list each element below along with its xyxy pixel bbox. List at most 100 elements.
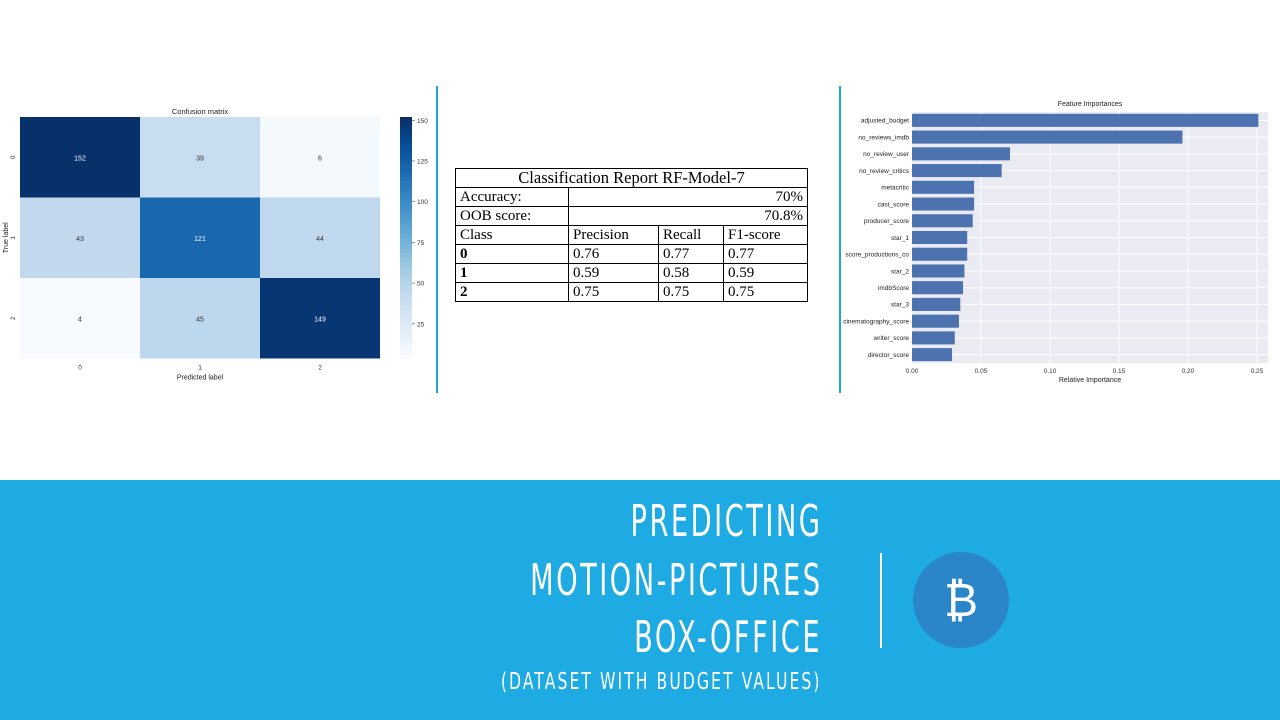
heatmap-cell [20, 278, 140, 359]
colorbar-segment [400, 117, 412, 122]
colorbar-tick-label: 75 [417, 240, 425, 247]
title-line-1: PREDICTING [630, 496, 822, 547]
colorbar-segment [400, 189, 412, 194]
colorbar-segment [400, 177, 412, 182]
title-subtitle: (DATASET WITH BUDGET VALUES) [501, 669, 822, 695]
y-tick-label: 2 [10, 316, 17, 320]
colorbar-segment [400, 229, 412, 235]
heatmap-cell [260, 117, 380, 198]
report-title: Classification Report RF-Model-7 [455, 168, 808, 188]
colorbar-segment [400, 125, 412, 130]
x-tick-label: 0 [78, 365, 82, 372]
colorbar-segment [400, 193, 412, 198]
bar [912, 247, 968, 261]
colorbar-segment [400, 261, 412, 267]
feature-importances-chart: 0.00 0.05 0.10 0.15 0.20 0.25 adjusted_budgetn… [843, 101, 1268, 384]
x-tick-label: 0.10 [1044, 368, 1057, 375]
y-tick-label: star_1 [891, 235, 909, 242]
colorbar-segment [400, 313, 412, 319]
colorbar-segment [400, 277, 412, 283]
y-tick-label: star_2 [891, 268, 909, 275]
x-tick-label: 2 [318, 365, 322, 372]
report-cell: 0.75 [658, 282, 724, 302]
colorbar-segment [400, 269, 412, 275]
y-tick-label: director_score [868, 352, 910, 359]
colorbar-segment [400, 285, 412, 291]
col-recall: Recall [658, 225, 724, 245]
colorbar-tick-label: 100 [417, 199, 428, 206]
report-header-row: Class Precision Recall F1-score [455, 225, 808, 245]
bar [912, 348, 953, 362]
colorbar-segment [400, 129, 412, 134]
colorbar-segment [400, 249, 412, 255]
colorbar-segment [400, 217, 412, 223]
colorbar-segment [400, 257, 412, 263]
colorbar-segment [400, 225, 412, 231]
bar [912, 264, 965, 278]
colorbar-segment [400, 121, 412, 126]
report-cell: 0.76 [568, 244, 659, 264]
report-row: 2 0.75 0.75 0.75 [455, 282, 808, 302]
x-tick-label: 0.15 [1113, 368, 1126, 375]
colorbar-segment [400, 157, 412, 162]
x-tick-label: 0.00 [906, 368, 919, 375]
report-cell: 0 [455, 244, 569, 264]
heatmap-cell [260, 197, 380, 278]
report-row: 0 0.76 0.77 0.77 [455, 244, 808, 264]
colorbar-segment [400, 181, 412, 186]
y-tick-label: writer_score [873, 335, 910, 342]
bar [912, 314, 959, 328]
col-f1: F1-score [723, 225, 808, 245]
bar [912, 214, 973, 228]
report-cell: 1 [455, 263, 569, 283]
y-tick-label: cinematography_score [843, 318, 909, 325]
report-cell: 0.75 [723, 282, 808, 302]
cell-value: 149 [314, 316, 326, 323]
colorbar-tick-label: 125 [417, 158, 428, 165]
bar [912, 197, 975, 211]
colorbar-segment [400, 265, 412, 271]
oob-value: 70.8% [568, 206, 808, 226]
y-tick-label: producer_score [864, 218, 910, 225]
cell-value: 152 [74, 155, 86, 162]
chart-title: Feature Importances [1058, 101, 1123, 108]
heatmap-cell [140, 197, 260, 278]
y-tick-label: score_productions_co [845, 252, 909, 259]
heatmap-cell [140, 117, 260, 198]
report-row: 1 0.59 0.58 0.59 [455, 263, 808, 283]
y-tick-label: imdbScore [878, 285, 909, 292]
bar [912, 130, 1183, 144]
colorbar-segment [400, 281, 412, 287]
colorbar-segment [400, 165, 412, 170]
colorbar-segment [400, 305, 412, 311]
accuracy-label: Accuracy: [455, 187, 569, 207]
title-line-2: MOTION-PICTURES [529, 555, 822, 606]
colorbar-segment [400, 333, 412, 339]
heatmap-cell [260, 278, 380, 359]
banner-divider [880, 553, 882, 648]
colorbar-segment [400, 169, 412, 174]
y-tick-label: 0 [10, 155, 17, 159]
cell-value: 45 [196, 316, 204, 323]
colorbar-segment [400, 233, 412, 239]
y-axis-label: True label [3, 222, 10, 253]
colorbar-segment [400, 329, 412, 335]
colorbar-segment [400, 353, 412, 359]
colorbar-segment [400, 197, 412, 202]
bar [912, 281, 964, 295]
bar [912, 180, 975, 194]
colorbar-segment [400, 253, 412, 259]
classification-report-table: Classification Report RF-Model-7 Accurac… [455, 168, 808, 302]
col-class: Class [455, 225, 569, 245]
cell-value: 43 [76, 236, 84, 243]
chart-title: Confusion matrix [172, 107, 229, 116]
colorbar-segment [400, 317, 412, 323]
y-tick-label: metacritic [881, 185, 910, 192]
colorbar-segment [400, 221, 412, 227]
report-cell: 0.58 [658, 263, 724, 283]
colorbar-segment [400, 149, 412, 154]
colorbar-tick-label: 150 [417, 118, 428, 125]
report-cell: 0.75 [568, 282, 659, 302]
cell-value: 121 [194, 236, 206, 243]
x-axis-label: Predicted label [177, 375, 224, 382]
